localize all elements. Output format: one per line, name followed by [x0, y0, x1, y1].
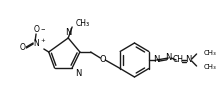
Text: CH₃: CH₃ [76, 19, 90, 27]
Text: +: + [40, 38, 45, 43]
Text: N: N [186, 56, 192, 64]
Text: N: N [165, 53, 172, 63]
Text: N: N [33, 38, 39, 48]
Text: −: − [41, 27, 46, 32]
Text: O: O [34, 25, 40, 35]
Text: N: N [65, 28, 72, 37]
Text: O: O [19, 43, 25, 53]
Text: O: O [99, 56, 106, 64]
Text: CH₃: CH₃ [203, 64, 216, 70]
Text: N: N [75, 69, 81, 78]
Text: CH₃: CH₃ [203, 50, 216, 56]
Text: N: N [153, 56, 160, 64]
Text: CH: CH [173, 56, 184, 64]
